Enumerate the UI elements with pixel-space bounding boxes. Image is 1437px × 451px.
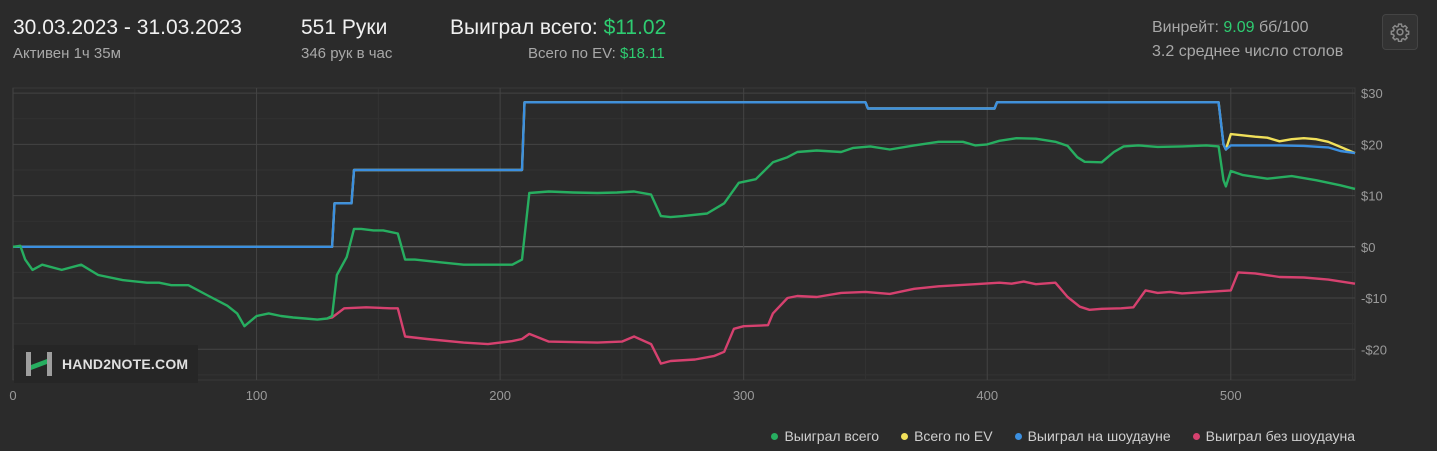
y-tick-label: $30	[1361, 86, 1383, 101]
active-time: Активен 1ч 35м	[13, 45, 121, 62]
chart-grid	[12, 87, 1356, 381]
legend-item-showdown[interactable]: Выиграл на шоудауне	[1014, 428, 1171, 444]
profit-chart: $30 $20 $10 $0 -$10 -$20 0 100 200 300 400 500	[9, 86, 1387, 403]
legend-marker	[901, 432, 909, 440]
ev-total-value: $18.11	[619, 45, 665, 62]
won-total-label: Выиграл всего:	[450, 16, 598, 39]
logo-text: HAND2NOTE.COM	[62, 356, 189, 372]
ev-total-label: Всего по EV:	[528, 45, 616, 62]
legend-label: Выиграл без шоудауна	[1205, 428, 1355, 444]
legend-label: Всего по EV	[914, 428, 993, 444]
hands-count: 551 Руки	[301, 16, 388, 39]
winrate-value: 9.09	[1223, 19, 1255, 36]
avg-tables: 3.2 среднее число столов	[1152, 43, 1344, 60]
y-tick-label: $0	[1361, 240, 1375, 255]
hands-block: 551 Руки 346 рук в час	[301, 16, 392, 62]
series-line-ev-total	[13, 101, 1356, 248]
legend-label: Выиграл всего	[784, 428, 880, 444]
y-tick-label: $20	[1361, 137, 1383, 152]
x-tick-label: 300	[733, 388, 755, 403]
legend-marker	[1192, 432, 1200, 440]
date-range: 30.03.2023 - 31.03.2023	[13, 16, 242, 39]
series-line-won-total	[12, 137, 1356, 328]
plot-frame	[12, 87, 1356, 381]
x-tick-label: 500	[1220, 388, 1242, 403]
legend-item-non-showdown[interactable]: Выиграл без шоудауна	[1192, 428, 1355, 444]
legend-marker	[771, 432, 779, 440]
legend-label: Выиграл на шоудауне	[1027, 428, 1171, 444]
winrate-unit: бб/100	[1259, 19, 1309, 36]
chart-legend: Выиграл всего Всего по EV Выиграл на шоуда…	[0, 428, 1355, 444]
gear-icon	[1390, 23, 1410, 42]
y-tick-label: $10	[1361, 189, 1383, 204]
x-tick-label: 400	[976, 388, 998, 403]
winrate-label: Винрейт:	[1152, 19, 1219, 36]
settings-button[interactable]	[1382, 14, 1418, 50]
chart-axes: $30 $20 $10 $0 -$10 -$20 0 100 200 300 400 500	[9, 86, 1387, 403]
legend-item-ev-total[interactable]: Всего по EV	[901, 428, 993, 444]
chart-series	[12, 101, 1356, 365]
hands-per-hour: 346 рук в час	[301, 45, 393, 62]
x-tick-label: 200	[489, 388, 511, 403]
series-line-showdown	[13, 101, 1356, 248]
hand2note-logo-icon	[26, 352, 52, 376]
won-total-value: $11.02	[603, 16, 667, 39]
winrate: Винрейт: 9.09 бб/100	[1152, 19, 1343, 37]
legend-marker	[1014, 432, 1022, 440]
series-line-non-showdown	[326, 271, 1356, 365]
date-range-block: 30.03.2023 - 31.03.2023 Активен 1ч 35м	[13, 16, 242, 62]
legend-item-won-total[interactable]: Выиграл всего	[771, 428, 879, 444]
x-tick-label: 100	[246, 388, 268, 403]
ev-total: Всего по EV: $18.11	[450, 45, 666, 62]
y-tick-label: -$20	[1361, 342, 1387, 357]
won-total: Выиграл всего: $11.02	[450, 16, 666, 40]
y-tick-label: -$10	[1361, 291, 1387, 306]
winrate-block: Винрейт: 9.09 бб/100 3.2 среднее число с…	[1152, 19, 1343, 61]
hand2note-logo: HAND2NOTE.COM	[14, 345, 198, 383]
won-block: Выиграл всего: $11.02 Всего по EV: $18.1…	[450, 16, 666, 62]
x-tick-label: 0	[9, 388, 16, 403]
